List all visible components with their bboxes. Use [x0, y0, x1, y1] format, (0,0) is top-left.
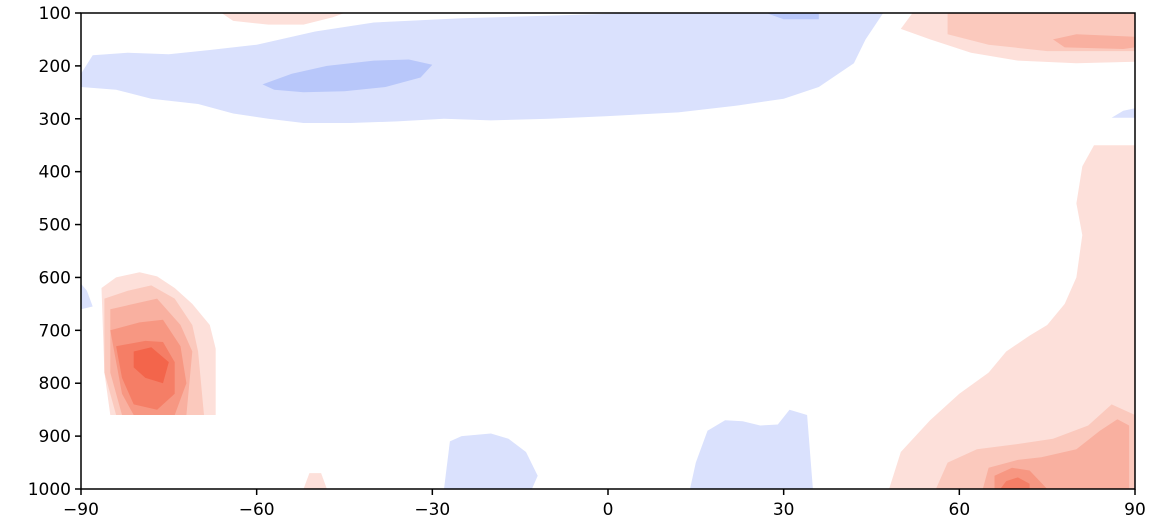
y-tick-label: 200	[39, 57, 71, 77]
y-tick-label: 100	[39, 4, 71, 24]
x-tick-label: 0	[603, 500, 614, 520]
y-axis: 100 200 300 400 500 600 700 800 900 1000	[28, 4, 81, 500]
y-tick-label: 300	[39, 110, 71, 130]
contour-region-pos1-9	[889, 145, 1135, 489]
x-axis: −90 −60 −30 0 30 60 90	[63, 489, 1146, 520]
y-tick-label: 1000	[28, 480, 71, 500]
contour-region-neg1-21	[690, 409, 813, 489]
x-tick-label: 60	[949, 500, 971, 520]
y-tick-label: 700	[39, 321, 71, 341]
x-tick-label: −90	[63, 500, 99, 520]
contour-region-pos5-13	[1000, 477, 1030, 489]
contour-region-neg2-1	[262, 59, 433, 93]
y-tick-label: 900	[39, 427, 71, 447]
contour-region-neg2-2	[766, 13, 819, 20]
contour-region-pos1-5	[221, 13, 345, 25]
y-tick-label: 600	[39, 268, 71, 288]
y-tick-label: 800	[39, 374, 71, 394]
x-tick-label: 90	[1124, 500, 1146, 520]
contour-regions	[81, 13, 1135, 489]
y-tick-label: 400	[39, 163, 71, 183]
x-tick-label: 30	[773, 500, 795, 520]
contour-region-neg1-4	[81, 283, 93, 310]
x-tick-label: −30	[414, 500, 450, 520]
contour-region-neg1-0	[81, 13, 884, 123]
contour-region-pos1-22	[303, 473, 327, 489]
x-tick-label: −60	[239, 500, 275, 520]
y-tick-label: 500	[39, 216, 71, 236]
contour-region-neg1-20	[444, 433, 538, 489]
contour-region-neg1-3	[1111, 108, 1135, 118]
contour-region-pos3-8	[1053, 34, 1135, 49]
contour-region-pos6-19	[133, 347, 169, 384]
